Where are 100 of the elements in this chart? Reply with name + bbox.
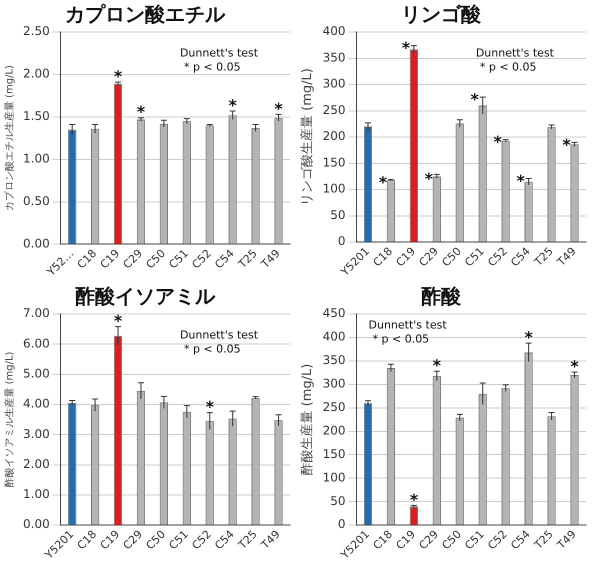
annotation: * [274,99,284,118]
annotation: Dunnett's test [180,46,259,60]
y-tick-label: 1.50 [23,109,50,124]
chart-title: リンゴ酸 [401,2,482,26]
x-tick-label: C50 [439,244,464,270]
annotation: * [410,490,419,510]
x-tick-label: C18 [74,246,100,272]
annotation: * p < 0.05 [372,332,430,346]
y-tick-label: 400 [322,24,346,38]
x-tick-label: C18 [74,528,100,552]
annotation: * [114,312,123,331]
y-tick-label: 3.00 [23,426,50,441]
y-tick-label: 350 [322,50,346,64]
y-tick-label: 4.00 [23,396,50,411]
x-tick-label: T25 [235,528,260,552]
x-tick-label: C50 [144,246,168,272]
y-tick-label: 300 [322,76,346,91]
y-tick-label: 450 [322,306,346,320]
x-tick-label: T49 [258,528,283,552]
y-tick-label: 5.00 [23,366,50,380]
y-tick-label: 100 [322,470,346,484]
y-tick-label: 0 [338,517,346,532]
x-tick-label: C52 [485,528,510,552]
y-tick-label: 0 [338,234,346,248]
x-tick-label: C50 [439,528,464,552]
x-tick-label: C51 [462,244,487,270]
x-tick-label: C51 [166,246,191,272]
y-tick-label: 50 [330,208,346,222]
annotation: * [206,398,215,417]
annotation: * [424,169,434,188]
y-tick-label: 300 [322,376,346,390]
y-tick-label: 200 [322,129,346,144]
y-tick-label: 2.00 [23,66,50,81]
annotation: * [516,172,526,191]
y-axis-title: リンゴ酸生産量 (mg/L) [299,68,316,206]
x-tick-label: C18 [370,244,396,270]
y-tick-label: 250 [322,400,346,414]
x-tick-label: C50 [144,528,168,552]
annotation: * [432,356,442,376]
y-tick-label: 100 [322,182,346,196]
y-tick-label: 400 [322,330,346,344]
annotation: * p < 0.05 [480,60,537,74]
x-tick-label: T25 [531,528,556,552]
x-tick-label: C51 [166,528,191,552]
y-axis-title: 酢酸生産量 (mg/L) [299,364,316,476]
x-tick-label: C54 [508,528,533,552]
y-tick-label: 2.00 [23,456,50,471]
y-tick-label: 250 [322,102,346,117]
annotation: * [562,135,572,154]
annotation: * [378,173,388,192]
x-tick-label: C19 [98,528,122,552]
y-tick-label: 0.00 [23,236,50,250]
x-tick-label: C29 [120,246,146,272]
x-tick-label: C29 [416,528,441,552]
y-tick-label: 350 [322,353,346,368]
y-tick-label: 150 [322,446,346,461]
y-tick-label: 0.00 [23,517,50,532]
y-tick-label: 150 [322,155,346,170]
annotation: * [524,328,534,348]
annotation: Dunnett's test [476,46,555,60]
x-tick-label: C52 [189,528,214,552]
annotation: * [402,38,411,58]
y-tick-label: 6.00 [23,336,50,350]
x-tick-label: C52 [485,244,510,270]
y-tick-label: 1.00 [23,487,50,502]
annotation: * p < 0.05 [184,60,241,74]
x-tick-label: C52 [189,246,214,272]
x-tick-label: C19 [393,528,418,552]
chart-title: 酢酸 [421,284,462,308]
x-tick-label: C19 [393,244,418,270]
y-tick-label: 2.50 [23,24,50,38]
x-tick-label: C29 [416,244,441,270]
x-tick-label: C29 [120,528,146,552]
x-tick-label: C54 [212,528,237,552]
x-tick-label: T25 [235,246,260,272]
annotation: Dunnett's test [180,328,259,342]
annotation: * [136,102,146,122]
annotation: * [570,357,580,376]
x-tick-label: T49 [554,528,579,552]
x-tick-label: T49 [258,246,283,272]
x-tick-label: C51 [462,528,487,552]
annotation: * p < 0.05 [184,342,241,356]
chart-title: カプロン酸エチル [65,2,226,26]
y-tick-label: 1.00 [23,151,50,166]
x-tick-label: T25 [531,244,556,270]
y-tick-label: 0.50 [23,194,50,208]
x-tick-label: T49 [554,244,579,270]
annotation: * [470,90,480,110]
annotation: * [114,67,123,86]
y-axis-title: カプロン酸エチル生産量 (mg/L) [4,65,16,212]
y-tick-label: 7.00 [23,306,50,320]
annotation: Dunnett's test [368,318,448,332]
x-tick-label: C54 [212,246,237,272]
annotation: * [228,96,238,115]
x-tick-label: C18 [370,528,396,552]
y-axis-title: 酢酸イソアミル生産量 (mg/L) [4,351,16,488]
y-tick-label: 50 [330,494,346,508]
x-tick-label: C54 [508,244,533,270]
x-tick-label: C19 [98,246,122,272]
y-tick-label: 200 [322,423,346,438]
